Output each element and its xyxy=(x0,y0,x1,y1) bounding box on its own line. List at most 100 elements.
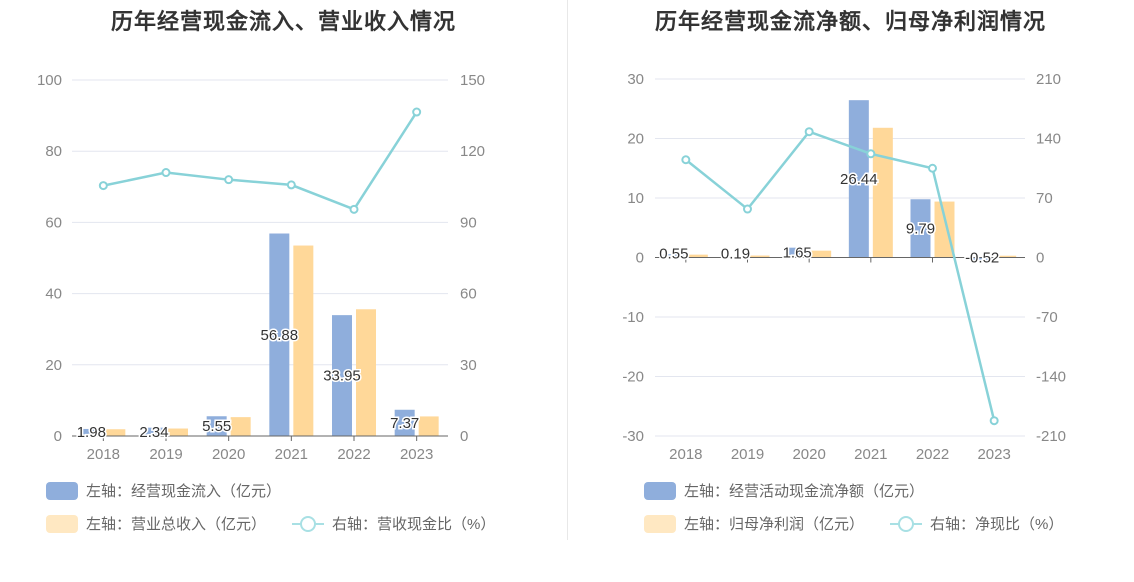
right-axis-tick-label: 140 xyxy=(1036,131,1061,148)
bar-secondary xyxy=(934,201,955,258)
legend-swatch xyxy=(46,481,78,500)
ratio-point xyxy=(989,416,999,426)
bar-data-label: -0.52 xyxy=(965,250,999,267)
ratio-point xyxy=(349,204,359,214)
bar-data-label: 2.34 xyxy=(139,424,168,441)
legend-label: 右轴：营收现金比（%） xyxy=(332,516,496,533)
bar-primary xyxy=(910,199,931,258)
left-axis-tick-label: -10 xyxy=(622,309,644,326)
bar-secondary xyxy=(356,309,376,436)
right-axis-tick-label: 210 xyxy=(1036,71,1061,88)
right-axis-tick-label: -210 xyxy=(1036,428,1066,445)
left-axis-tick-label: 20 xyxy=(45,357,62,374)
bar-primary xyxy=(725,256,746,258)
left-axis-tick-label: 30 xyxy=(627,71,644,88)
legend-item-net-profit[interactable]: 左轴：归母净利润（亿元） xyxy=(644,513,864,534)
bar-secondary xyxy=(418,416,439,436)
bar-secondary xyxy=(105,429,126,436)
bar-secondary xyxy=(293,245,314,436)
ratio-point xyxy=(804,127,814,137)
legend-label: 右轴：净现比（%） xyxy=(930,516,1064,533)
legend-item-net-operating-cashflow[interactable]: 左轴：经营活动现金流净额（亿元） xyxy=(644,480,924,501)
right-axis-tick-label: 70 xyxy=(1036,190,1053,207)
bar-data-label: 56.88 xyxy=(261,327,299,344)
right-axis-tick-label: 0 xyxy=(1036,250,1044,267)
bar-data-label: 33.95 xyxy=(323,368,361,385)
legend-item-net-cash-ratio[interactable]: 右轴：净现比（%） xyxy=(890,513,1063,534)
x-axis-tick-label: 2021 xyxy=(275,446,308,463)
ratio-point xyxy=(866,149,876,159)
right-axis-tick-label: 120 xyxy=(460,143,485,160)
left-axis-tick-label: 0 xyxy=(636,250,644,267)
x-axis-tick-label: 2020 xyxy=(212,446,245,463)
chart-title: 历年经营现金流净额、归母净利润情况 xyxy=(654,9,1046,34)
ratio-point xyxy=(98,181,108,191)
x-axis-tick-label: 2023 xyxy=(400,446,433,463)
right-axis-tick-label: 150 xyxy=(460,72,485,89)
ratio-line xyxy=(103,111,418,211)
bar-primary xyxy=(848,100,869,258)
x-axis-tick-label: 2022 xyxy=(916,446,949,463)
bar-primary xyxy=(332,315,352,436)
legend-label: 左轴：经营现金流入（亿元） xyxy=(86,483,282,500)
chart-title: 历年经营现金流入、营业收入情况 xyxy=(110,9,456,34)
net-cashflow-chart: 30 20 10 0 -10 -20 -30 210 140 70 0 -70 -140 -210 2018… xyxy=(622,71,1066,463)
legend-label: 左轴：归母净利润（亿元） xyxy=(684,516,865,533)
legend-label: 左轴：营业总收入（亿元） xyxy=(86,516,267,533)
left-axis-tick-label: -20 xyxy=(622,369,644,386)
x-axis-tick-label: 2020 xyxy=(792,446,825,463)
left-axis-tick-label: 100 xyxy=(37,72,62,89)
net-cashflow-chart-panel: 历年经营现金流净额、归母净利润情况 30 20 10 0 -10 -20 -30 210 140… xyxy=(567,0,1134,582)
x-axis-tick-label: 2022 xyxy=(337,446,370,463)
bar-secondary xyxy=(872,127,893,258)
bar-data-label: 1.98 xyxy=(77,424,106,441)
x-axis-tick-label: 2023 xyxy=(977,446,1010,463)
x-axis-tick-label: 2018 xyxy=(87,446,120,463)
x-axis-tick-label: 2019 xyxy=(149,446,182,463)
left-axis-tick-label: -30 xyxy=(622,428,644,445)
legend-line-swatch xyxy=(292,515,324,533)
bar-secondary xyxy=(687,254,708,258)
right-axis-tick-label: -70 xyxy=(1036,309,1058,326)
legend-item-revenue-cash-ratio[interactable]: 右轴：营收现金比（%） xyxy=(292,513,495,534)
bar-secondary xyxy=(811,250,832,258)
bar-primary xyxy=(206,416,227,436)
bar-data-label: 1.65 xyxy=(783,245,812,262)
bar-secondary xyxy=(230,417,251,436)
bar-secondary xyxy=(749,255,770,258)
bar-primary xyxy=(972,257,993,261)
legend-line-swatch xyxy=(890,515,922,533)
right-axis-tick-label: 0 xyxy=(460,428,468,445)
bar-primary xyxy=(144,427,164,436)
bar-data-label: 5.55 xyxy=(202,418,231,435)
bar-data-label: 26.44 xyxy=(840,171,878,188)
left-axis-tick-label: 60 xyxy=(45,214,62,231)
left-axis-tick-label: 80 xyxy=(45,143,62,160)
ratio-point xyxy=(743,204,752,214)
bar-primary xyxy=(394,409,415,436)
bar-primary xyxy=(81,428,102,436)
ratio-point xyxy=(681,155,691,165)
cashflow-inflow-chart-panel: 历年经营现金流入、营业收入情况 100 80 60 40 20 0 150 120 90 60 30… xyxy=(37,9,495,534)
left-axis-tick-label: 20 xyxy=(627,131,644,148)
x-axis-tick-label: 2018 xyxy=(669,446,702,463)
bar-data-label: 0.19 xyxy=(721,246,750,263)
legend-item-revenue[interactable]: 左轴：营业总收入（亿元） xyxy=(46,513,266,534)
bar-primary xyxy=(269,233,290,436)
legend-item-cash-inflow[interactable]: 左轴：经营现金流入（亿元） xyxy=(46,480,281,501)
right-axis-tick-label: 30 xyxy=(460,357,477,374)
right-axis-tick-label: 90 xyxy=(460,214,477,231)
ratio-point xyxy=(224,175,234,185)
left-axis-tick-label: 0 xyxy=(54,428,62,445)
ratio-point xyxy=(412,107,422,117)
left-axis-tick-label: 40 xyxy=(45,286,62,303)
cashflow-inflow-chart: 100 80 60 40 20 0 150 120 90 60 30 0 2018 2019 2020 202… xyxy=(37,72,485,463)
bar-primary xyxy=(663,254,684,258)
panel-divider xyxy=(567,0,568,540)
right-axis-tick-label: -140 xyxy=(1036,369,1066,386)
bar-data-label: 9.79 xyxy=(906,220,935,237)
right-axis-tick-label: 60 xyxy=(460,286,477,303)
x-axis-tick-label: 2019 xyxy=(731,446,764,463)
bar-data-label: 0.55 xyxy=(659,246,688,263)
bar-primary xyxy=(787,247,808,258)
